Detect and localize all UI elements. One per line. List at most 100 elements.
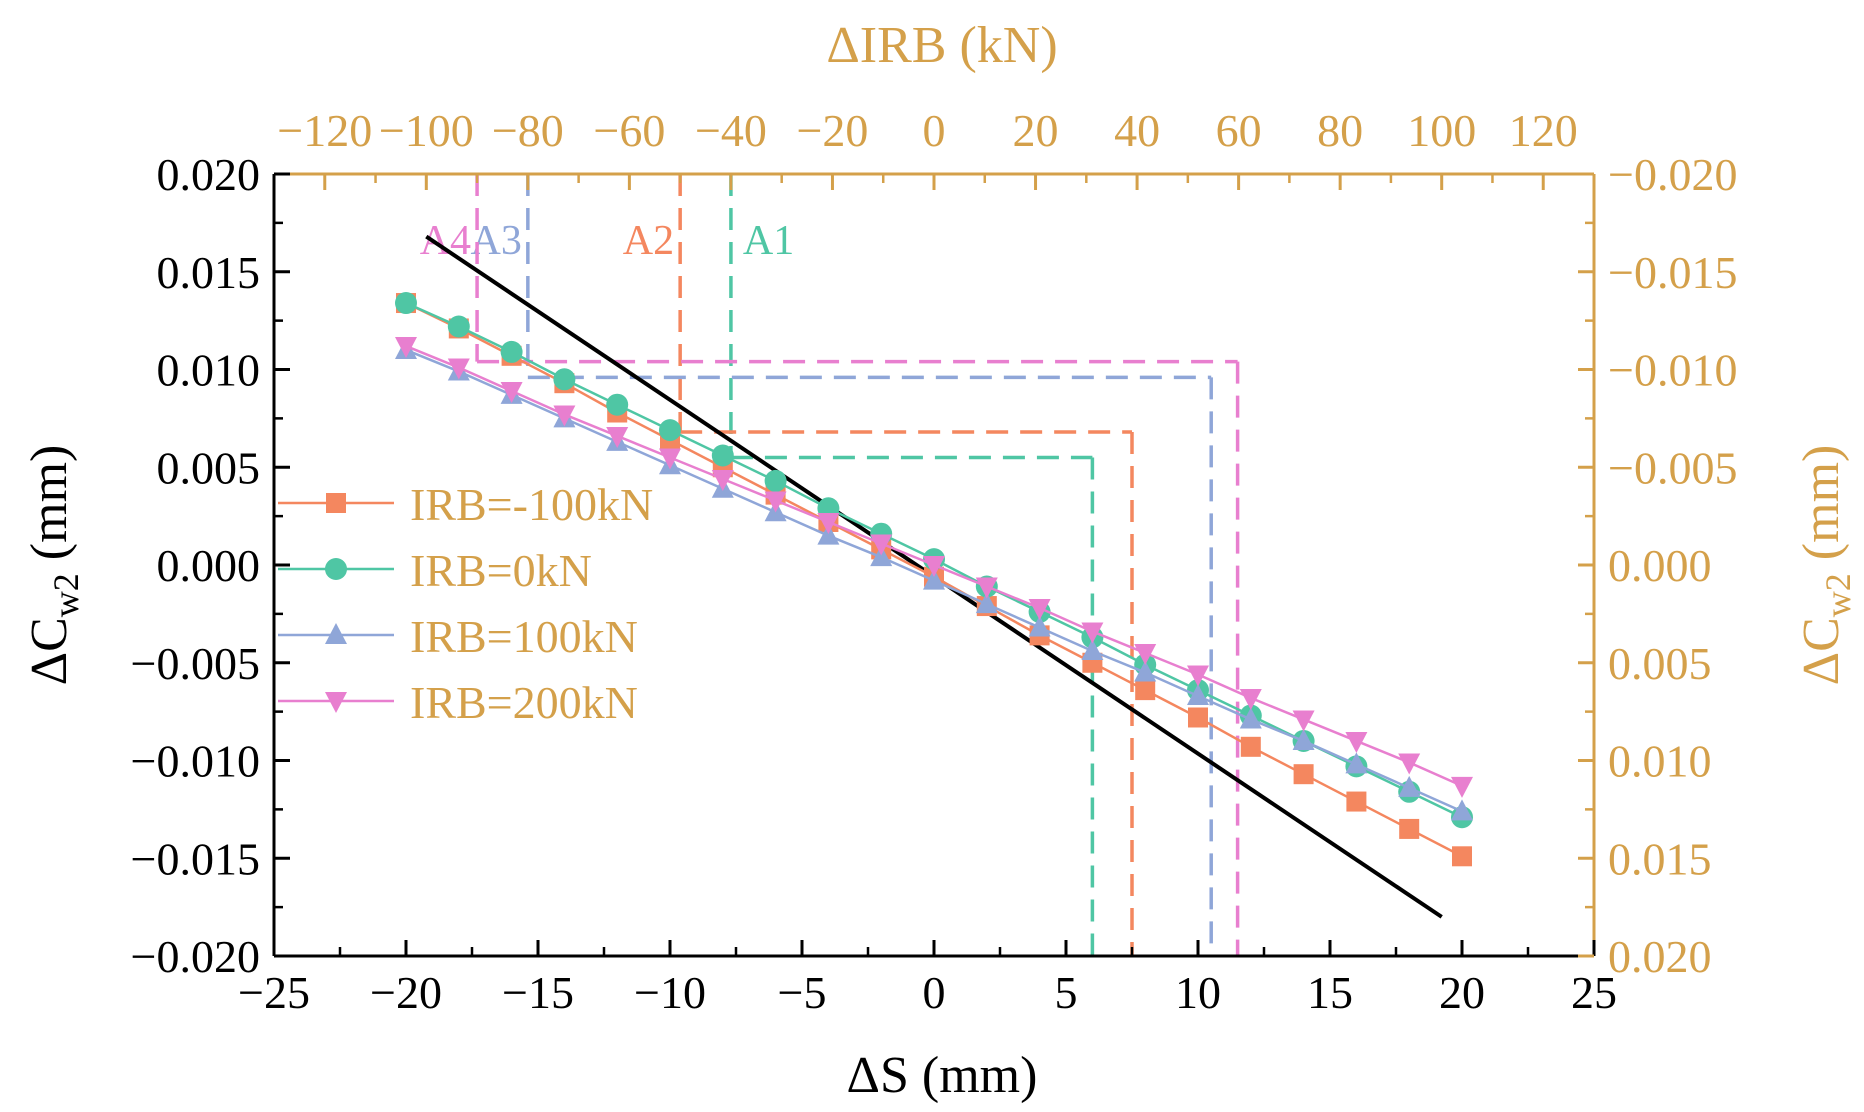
top-tick-label-3: −60 [593,105,665,156]
series-3-point-6 [711,469,734,491]
series-1-point-1 [447,315,470,338]
right-axis-title-prefix: Δ [1793,652,1850,685]
series-2-point-17 [1292,728,1315,750]
series-3-point-12 [1028,599,1051,621]
x-tick-label-1: −20 [370,967,442,1018]
series-0-point-14 [1135,680,1156,701]
annotation-a1-label: A1 [743,218,794,264]
series-1-point-7 [764,469,787,492]
series-3-point-13 [1081,622,1104,644]
right-axis-title-unit: (mm) [1793,445,1850,574]
y-axis-title-unit: (mm) [21,445,78,574]
series-2-point-10 [923,568,945,590]
annotation-a1: A1 [729,174,1095,956]
top-tick-label-5: −20 [796,105,868,156]
series-0-point-17 [1293,764,1314,785]
y-tick-label-8: 0.020 [157,149,261,200]
x-tick-label-5: 0 [923,967,946,1018]
legend-label-3: IRB=200kN [410,677,638,728]
series-0-point-18 [1346,791,1367,812]
series-3-point-1 [447,358,470,380]
series-3-point-3 [553,405,576,427]
axis-labels: ΔS (mm) ΔIRB (kN) ΔCw2 (mm) ΔCw2 (mm) [21,17,1858,1104]
top-tick-label-4: −40 [695,105,767,156]
x-tick-label-3: −10 [634,967,706,1018]
y-axis-title-main: C [21,617,78,652]
series-3-point-14 [1134,643,1157,665]
series-0-point-19 [1399,818,1420,839]
series-1-point-0 [395,292,417,315]
series-1-point-6 [711,444,734,467]
series-2-point-8 [817,523,840,545]
top-tick-label-8: 40 [1114,105,1160,156]
y-tick-label-3: −0.005 [131,638,260,689]
top-tick-label-12: 120 [1509,105,1578,156]
series-2-point-9 [870,545,893,567]
legend-label-2: IRB=100kN [410,611,638,662]
series-3-point-0 [395,337,417,359]
y-tick-label-2: −0.010 [131,736,260,787]
series-2-point-19 [1398,775,1421,797]
right-axis-title: ΔCw2 (mm) [1793,445,1858,686]
axes-layer: −25 −20 −15 −10 −5 0 5 10 15 20 25 −0.020 −0.015 −0.0… [131,105,1738,1018]
right-tick-label-3: 0.005 [1608,638,1712,689]
series-2-point-12 [1028,615,1051,637]
top-tick-label-10: 80 [1317,105,1363,156]
series-2-point-16 [1239,707,1262,729]
series-3-point-2 [500,382,523,404]
x-tick-label-2: −15 [502,967,574,1018]
top-axis-title-main: IRB (kN) [860,17,1058,74]
right-tick-label-4: 0.000 [1608,540,1712,591]
right-axis-title-main: C [1793,617,1850,652]
y-tick-label-7: 0.015 [157,247,261,298]
x-tick-label-8: 15 [1307,967,1353,1018]
legend-entry-0: IRB=-100kN [278,479,653,530]
series-0-point-16 [1240,736,1261,757]
series-2-point-13 [1081,639,1104,661]
y-tick-label-0: −0.020 [131,931,260,982]
x-tick-label-4: −5 [778,967,827,1018]
x-tick-label-0: −25 [238,967,310,1018]
right-tick-label-8: −0.020 [1608,149,1737,200]
annotation-a2: A2 [623,174,1134,956]
y-tick-label-1: −0.015 [131,833,260,884]
top-tick-label-11: 100 [1407,105,1476,156]
series-1-point-3 [553,368,576,391]
right-tick-label-7: −0.015 [1608,247,1737,298]
series-0-point-15 [1188,707,1208,728]
y-tick-label-4: 0.000 [157,540,261,591]
series-3-point-19 [1398,753,1421,775]
series-1-point-4 [606,393,629,416]
top-tick-label-1: −100 [379,105,474,156]
x-tick-label-7: 10 [1175,967,1221,1018]
x-axis-title-main: S (mm) [880,1047,1037,1104]
series-3-point-7 [764,491,787,513]
y-axis-title-sub: w2 [46,573,86,617]
x-tick-label-9: 20 [1439,967,1485,1018]
x-tick-label-10: 25 [1571,967,1617,1018]
annotation-a3-label: A3 [471,218,522,264]
top-tick-label-2: −80 [492,105,564,156]
series-2-point-11 [975,592,998,614]
series-3-point-17 [1292,710,1315,732]
legend-label-1: IRB=0kN [410,545,592,596]
x-axis-title: ΔS (mm) [847,1047,1038,1104]
series-1-point-5 [659,419,681,442]
legend-entry-3: IRB=200kN [278,677,638,728]
annotation-a2-label: A2 [623,218,674,264]
series-3-point-20 [1451,776,1473,798]
annotation-a4-label: A4 [420,218,471,264]
legend-label-0: IRB=-100kN [410,479,653,530]
series-3-point-4 [606,426,629,448]
series-3-point-10 [923,556,945,577]
series-2-point-20 [1451,799,1473,821]
series-3-point-16 [1239,688,1262,710]
top-tick-label-7: 20 [1013,105,1059,156]
y-axis-title-prefix: Δ [21,652,78,685]
legend-marker-0 [326,493,346,513]
annotation-a4: A4 [420,174,1240,956]
legend-marker-3 [325,692,347,713]
top-tick-label-6: 0 [923,105,946,156]
